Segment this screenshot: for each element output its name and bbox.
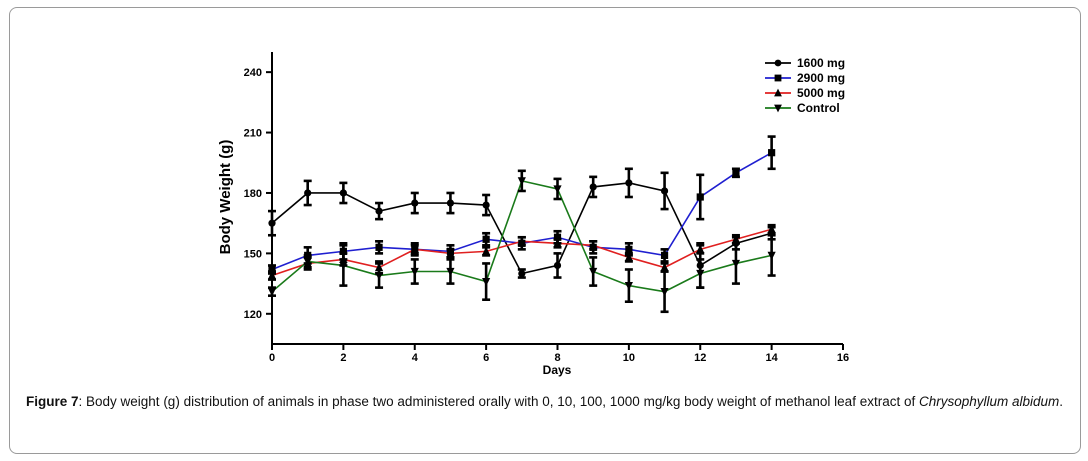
data-point [696,244,705,253]
data-point [304,189,312,197]
legend-label-0: 1600 mg [797,56,845,70]
y-tick-label: 240 [244,67,262,79]
data-point [625,245,633,253]
legend-marker-2 [774,88,782,97]
data-point [411,199,419,207]
data-point [446,248,455,257]
data-point [374,271,384,281]
caption-text: : Body weight (g) distribution of animal… [78,394,919,409]
data-point [589,183,597,191]
caption-species: Chrysophyllum albidum [918,394,1060,409]
data-point [517,177,526,186]
caption-end: . [1059,394,1064,409]
x-tick-label: 4 [412,352,419,364]
data-point [446,267,455,277]
x-tick-label: 0 [269,352,275,364]
x-tick-label: 10 [623,352,635,364]
legend-marker-0 [774,59,782,67]
data-point [339,189,347,197]
data-point [517,236,526,245]
x-tick-label: 16 [837,352,849,364]
data-point [553,238,562,247]
caption-label: Figure 7 [26,394,79,409]
x-tick-label: 2 [340,352,346,364]
legend-marker-1 [774,74,782,82]
data-point [732,169,740,177]
data-point [303,257,312,267]
x-tick-label: 14 [766,352,779,364]
data-point [624,252,633,262]
data-point [767,224,776,233]
data-point [375,207,383,215]
data-point [731,234,741,243]
figure-frame [9,7,1081,454]
x-tick-label: 8 [554,352,560,364]
data-point [731,259,741,269]
y-axis-label: Body Weight (g) [217,140,234,255]
data-point [410,244,419,253]
data-point [482,201,490,209]
legend-label-2: 5000 mg [797,86,845,100]
x-axis-label: Days [543,363,572,377]
data-point [696,269,705,279]
legend-marker-3 [774,104,782,113]
y-tick-label: 150 [244,248,262,260]
y-tick-label: 210 [244,128,262,140]
data-point [660,251,669,259]
data-point [553,261,562,270]
x-tick-label: 12 [694,352,706,364]
data-point [660,262,669,272]
data-point [482,235,490,243]
line-chart: 120 150 180 210 240 0 2 4 6 8 10 12 14 16 Body Weight… [217,52,849,377]
legend-label-1: 2900 mg [797,71,845,85]
data-point [339,261,348,271]
data-point [589,267,598,277]
data-point [446,199,455,207]
data-point [624,282,633,291]
y-tick-label: 180 [244,188,262,200]
data-point [660,288,669,297]
data-point [553,185,562,194]
data-point [482,277,491,287]
data-point [518,269,526,278]
data-point [696,193,704,201]
data-point [482,246,491,255]
data-point [660,187,669,195]
data-point [589,240,598,249]
x-tick-label: 6 [483,352,489,364]
data-point [375,243,383,251]
figure-caption: Figure 7: Body weight (g) distribution o… [26,393,1066,410]
legend-label-3: Control [797,101,840,115]
data-point [553,233,562,241]
data-point [625,179,633,187]
data-point [767,251,776,260]
y-tick-label: 120 [244,309,262,321]
data-point [410,267,419,277]
data-point [768,149,776,157]
